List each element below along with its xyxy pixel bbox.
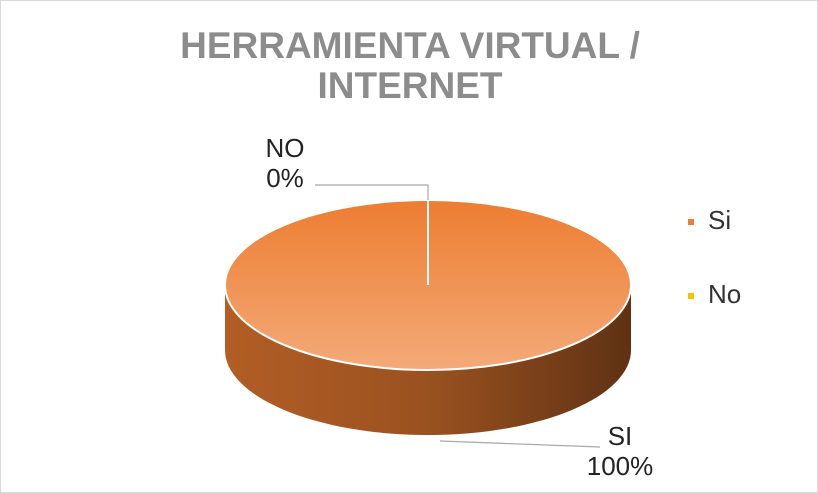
data-label-value: 100%	[587, 451, 654, 481]
leader-line	[315, 184, 429, 200]
data-label-value: 0%	[266, 163, 304, 193]
legend-label: Si	[708, 205, 731, 235]
legend-marker	[688, 293, 694, 299]
legend-label: No	[708, 279, 741, 309]
data-label-name: NO	[266, 133, 305, 163]
data-label-name: SI	[608, 421, 633, 451]
legend-marker	[688, 219, 694, 225]
chart-title: HERRAMIENTA VIRTUAL / INTERNET	[180, 25, 640, 106]
leader-line	[439, 440, 601, 448]
slice-side-shade	[225, 285, 631, 435]
